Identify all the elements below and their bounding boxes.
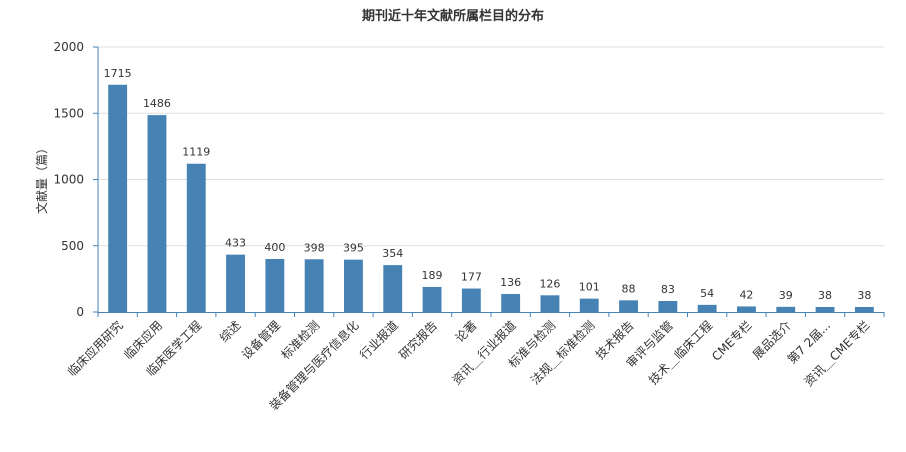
bar bbox=[697, 304, 717, 312]
chart-title: 期刊近十年文献所属栏目的分布 bbox=[362, 8, 544, 24]
data-labels: 1715 1486 1119 433 400 398 395 354 189 177 136 126 1… bbox=[104, 67, 872, 302]
data-label: 177 bbox=[461, 271, 482, 284]
data-label: 1715 bbox=[104, 67, 132, 80]
data-label: 1119 bbox=[182, 146, 210, 159]
data-label: 39 bbox=[779, 289, 793, 302]
bar bbox=[147, 115, 167, 312]
bar bbox=[304, 259, 324, 312]
data-label: 189 bbox=[422, 269, 443, 282]
bar bbox=[422, 286, 442, 312]
data-label: 136 bbox=[500, 276, 521, 289]
x-tick-label: CME专栏 bbox=[708, 318, 754, 364]
x-tick-label: 设备管理 bbox=[238, 318, 283, 363]
y-tick-label: 0 bbox=[76, 305, 84, 319]
data-label: 101 bbox=[579, 281, 600, 294]
data-label: 42 bbox=[739, 288, 753, 301]
x-tick-label: 研究报告 bbox=[396, 318, 441, 363]
bar bbox=[854, 306, 874, 312]
y-tick-labels: 0 500 1000 1500 2000 bbox=[53, 40, 84, 319]
x-tick-label: 资讯＿CME专栏 bbox=[801, 318, 873, 390]
data-label: 88 bbox=[622, 282, 636, 295]
y-tick-label: 1500 bbox=[53, 106, 84, 120]
bar bbox=[619, 300, 638, 312]
data-label: 83 bbox=[661, 283, 675, 296]
x-tick-label: 论著 bbox=[453, 318, 480, 345]
y-tick-label: 1000 bbox=[53, 173, 84, 187]
y-axis-label: 文献量（篇） bbox=[34, 142, 49, 214]
bar bbox=[461, 288, 481, 312]
grid-lines bbox=[98, 46, 884, 247]
bar bbox=[501, 293, 521, 312]
bar bbox=[540, 295, 560, 312]
data-label: 398 bbox=[304, 241, 325, 254]
data-label: 395 bbox=[343, 242, 364, 255]
bar bbox=[776, 306, 796, 312]
data-label: 54 bbox=[700, 287, 714, 300]
bar bbox=[383, 265, 403, 312]
bar bbox=[737, 306, 756, 312]
bar bbox=[186, 163, 206, 312]
x-tick-label: 行业报道 bbox=[356, 318, 401, 363]
data-label: 400 bbox=[264, 241, 285, 254]
axes bbox=[93, 46, 885, 317]
bars bbox=[108, 84, 874, 312]
y-tick-label: 2000 bbox=[53, 40, 84, 54]
data-label: 38 bbox=[857, 289, 871, 302]
data-label: 38 bbox=[818, 289, 832, 302]
x-tick-label: 综述 bbox=[217, 318, 244, 345]
data-label: 126 bbox=[539, 277, 560, 290]
bar bbox=[344, 259, 363, 312]
data-label: 433 bbox=[225, 237, 246, 250]
bar bbox=[658, 301, 678, 312]
bar bbox=[815, 306, 835, 312]
bar bbox=[579, 298, 599, 312]
x-tick-label: 临床应用研究 bbox=[64, 318, 126, 380]
y-tick-label: 500 bbox=[61, 239, 84, 253]
bar bbox=[265, 259, 285, 312]
bar bbox=[226, 254, 245, 312]
data-label: 1486 bbox=[143, 97, 171, 110]
data-label: 354 bbox=[382, 247, 403, 260]
bar bbox=[108, 84, 128, 312]
